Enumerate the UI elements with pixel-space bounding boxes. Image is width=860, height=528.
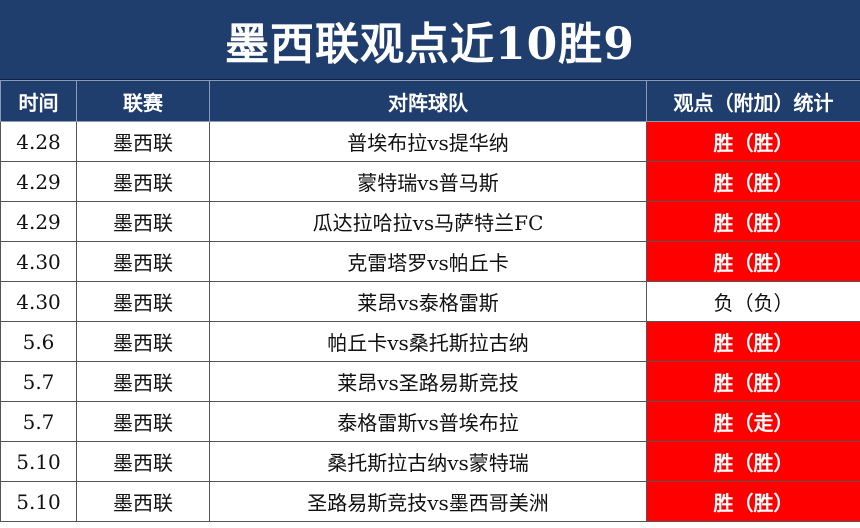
league-cell: 墨西联 xyxy=(76,441,210,482)
match-cell: 泰格雷斯vs普埃布拉 xyxy=(209,401,647,442)
match-cell: 克雷塔罗vs帕丘卡 xyxy=(209,241,647,282)
league-cell: 墨西联 xyxy=(76,321,210,362)
header-date: 时间 xyxy=(0,80,77,122)
table-row: 5.6 墨西联 帕丘卡vs桑托斯拉古纳 胜（胜） xyxy=(0,321,860,362)
date-cell: 4.29 xyxy=(0,161,77,202)
league-cell: 墨西联 xyxy=(76,481,210,522)
table-row: 5.7 墨西联 泰格雷斯vs普埃布拉 胜（走） xyxy=(0,401,860,442)
result-cell: 胜（胜） xyxy=(646,121,860,162)
result-cell: 负（负） xyxy=(646,281,860,322)
league-cell: 墨西联 xyxy=(76,241,210,282)
table-row: 4.30 墨西联 莱昂vs泰格雷斯 负（负） xyxy=(0,281,860,322)
match-cell: 莱昂vs泰格雷斯 xyxy=(209,281,647,322)
date-cell: 5.7 xyxy=(0,361,77,402)
result-cell: 胜（走） xyxy=(646,401,860,442)
date-cell: 5.7 xyxy=(0,401,77,442)
date-cell: 4.30 xyxy=(0,241,77,282)
result-cell: 胜（胜） xyxy=(646,441,860,482)
table-row: 4.28 墨西联 普埃布拉vs提华纳 胜（胜） xyxy=(0,121,860,162)
match-cell: 莱昂vs圣路易斯竞技 xyxy=(209,361,647,402)
date-cell: 4.29 xyxy=(0,201,77,242)
match-cell: 蒙特瑞vs普马斯 xyxy=(209,161,647,202)
date-cell: 4.28 xyxy=(0,121,77,162)
table-row: 5.10 墨西联 圣路易斯竞技vs墨西哥美洲 胜（胜） xyxy=(0,481,860,522)
results-table: 时间 联赛 对阵球队 观点（附加）统计 4.28 墨西联 普埃布拉vs提华纳 胜（胜）… xyxy=(0,80,860,522)
table-row: 4.29 墨西联 蒙特瑞vs普马斯 胜（胜） xyxy=(0,161,860,202)
league-cell: 墨西联 xyxy=(76,201,210,242)
table-row: 5.10 墨西联 桑托斯拉古纳vs蒙特瑞 胜（胜） xyxy=(0,441,860,482)
header-match: 对阵球队 xyxy=(209,80,647,122)
result-cell: 胜（胜） xyxy=(646,161,860,202)
match-cell: 普埃布拉vs提华纳 xyxy=(209,121,647,162)
date-cell: 5.10 xyxy=(0,481,77,522)
match-cell: 瓜达拉哈拉vs马萨特兰FC xyxy=(209,201,647,242)
table-row: 4.29 墨西联 瓜达拉哈拉vs马萨特兰FC 胜（胜） xyxy=(0,201,860,242)
page-title: 墨西联观点近10胜9 xyxy=(0,0,860,80)
header-result: 观点（附加）统计 xyxy=(646,80,860,122)
match-cell: 帕丘卡vs桑托斯拉古纳 xyxy=(209,321,647,362)
table-row: 4.30 墨西联 克雷塔罗vs帕丘卡 胜（胜） xyxy=(0,241,860,282)
result-cell: 胜（胜） xyxy=(646,481,860,522)
header-row: 时间 联赛 对阵球队 观点（附加）统计 xyxy=(0,80,860,122)
date-cell: 5.6 xyxy=(0,321,77,362)
league-cell: 墨西联 xyxy=(76,361,210,402)
table-row: 5.7 墨西联 莱昂vs圣路易斯竞技 胜（胜） xyxy=(0,361,860,402)
league-cell: 墨西联 xyxy=(76,401,210,442)
date-cell: 4.30 xyxy=(0,281,77,322)
date-cell: 5.10 xyxy=(0,441,77,482)
league-cell: 墨西联 xyxy=(76,161,210,202)
result-cell: 胜（胜） xyxy=(646,321,860,362)
match-cell: 圣路易斯竞技vs墨西哥美洲 xyxy=(209,481,647,522)
result-cell: 胜（胜） xyxy=(646,361,860,402)
result-cell: 胜（胜） xyxy=(646,201,860,242)
header-league: 联赛 xyxy=(76,80,210,122)
league-cell: 墨西联 xyxy=(76,281,210,322)
league-cell: 墨西联 xyxy=(76,121,210,162)
match-cell: 桑托斯拉古纳vs蒙特瑞 xyxy=(209,441,647,482)
result-cell: 胜（胜） xyxy=(646,241,860,282)
